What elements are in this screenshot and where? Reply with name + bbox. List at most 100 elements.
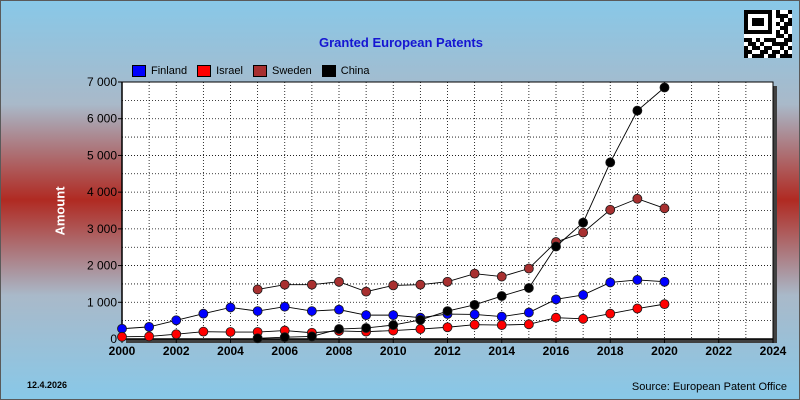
qr-module bbox=[760, 42, 764, 46]
data-point-sweden bbox=[306, 279, 317, 290]
source-note: Source: European Patent Office bbox=[631, 381, 787, 393]
x-tick-label: 2008 bbox=[326, 344, 353, 358]
data-point-finland bbox=[252, 306, 263, 316]
data-point-china bbox=[632, 105, 643, 116]
data-point-sweden bbox=[361, 286, 372, 297]
data-point-israel bbox=[171, 329, 182, 340]
data-point-finland bbox=[198, 308, 209, 319]
y-tick-label: 6 000 bbox=[87, 112, 117, 126]
qr-module bbox=[768, 46, 772, 50]
data-point-sweden bbox=[469, 268, 480, 279]
data-point-finland bbox=[469, 309, 480, 320]
legend: Finland Israel Sweden China bbox=[132, 65, 380, 77]
qr-module bbox=[752, 22, 756, 26]
legend-swatch-israel bbox=[197, 65, 212, 77]
y-tick-label: 4 000 bbox=[87, 185, 117, 199]
qr-module bbox=[780, 34, 784, 38]
data-point-china bbox=[551, 241, 561, 252]
qr-module bbox=[768, 18, 772, 22]
qr-module bbox=[752, 18, 756, 22]
data-point-finland bbox=[306, 306, 317, 316]
qr-module bbox=[748, 50, 752, 54]
data-point-finland bbox=[605, 277, 616, 288]
qr-module bbox=[788, 46, 792, 50]
data-point-israel bbox=[442, 322, 453, 333]
plot-area bbox=[121, 81, 774, 340]
data-point-israel bbox=[225, 327, 236, 337]
qr-module bbox=[776, 42, 780, 46]
data-point-finland bbox=[279, 301, 290, 312]
qr-module bbox=[744, 50, 748, 54]
qr-module bbox=[788, 34, 792, 38]
data-point-israel bbox=[198, 326, 209, 337]
data-point-china bbox=[361, 323, 372, 333]
qr-module bbox=[780, 42, 784, 46]
qr-module bbox=[748, 38, 752, 42]
qr-module bbox=[784, 50, 788, 54]
qr-code-icon bbox=[744, 10, 792, 58]
qr-module bbox=[788, 38, 792, 42]
data-point-sweden bbox=[334, 276, 344, 287]
data-point-finland bbox=[659, 276, 670, 287]
qr-module bbox=[760, 22, 764, 26]
qr-module bbox=[784, 54, 788, 58]
qr-module bbox=[760, 30, 764, 34]
data-point-sweden bbox=[523, 263, 534, 274]
x-tick-label: 2014 bbox=[488, 344, 515, 358]
legend-label-israel: Israel bbox=[216, 65, 243, 77]
legend-item-china: China bbox=[321, 65, 370, 77]
data-point-sweden bbox=[605, 204, 616, 215]
data-point-finland bbox=[144, 321, 155, 332]
qr-module bbox=[780, 14, 784, 18]
data-point-finland bbox=[551, 294, 561, 305]
qr-module bbox=[752, 30, 756, 34]
data-point-sweden bbox=[252, 284, 263, 295]
qr-module bbox=[768, 22, 772, 26]
data-point-sweden bbox=[659, 203, 670, 214]
y-axis-label: Amount bbox=[52, 186, 68, 236]
y-tick-label: 1 000 bbox=[87, 295, 117, 309]
data-point-israel bbox=[632, 303, 643, 314]
qr-module bbox=[744, 22, 748, 26]
data-point-sweden bbox=[578, 227, 589, 238]
qr-module bbox=[744, 38, 748, 42]
data-point-finland bbox=[388, 310, 399, 321]
qr-module bbox=[756, 10, 760, 14]
legend-item-sweden: Sweden bbox=[252, 65, 312, 77]
qr-module bbox=[764, 50, 768, 54]
x-tick-label: 2012 bbox=[434, 344, 461, 358]
data-point-finland bbox=[171, 315, 182, 326]
data-point-finland bbox=[496, 311, 507, 322]
qr-module bbox=[772, 50, 776, 54]
qr-module bbox=[772, 42, 776, 46]
data-point-china bbox=[469, 299, 480, 310]
qr-module bbox=[756, 22, 760, 26]
x-tick-label: 2022 bbox=[705, 344, 732, 358]
qr-module bbox=[756, 30, 760, 34]
qr-module bbox=[776, 50, 780, 54]
y-tick-label: 0 bbox=[110, 332, 117, 346]
legend-label-china: China bbox=[340, 65, 370, 77]
data-point-china bbox=[659, 82, 670, 93]
qr-module bbox=[768, 54, 772, 58]
qr-module bbox=[744, 26, 748, 30]
data-point-finland bbox=[632, 274, 643, 285]
qr-module bbox=[764, 46, 768, 50]
data-point-israel bbox=[117, 331, 127, 342]
data-point-china bbox=[252, 333, 263, 344]
legend-swatch-finland bbox=[132, 65, 146, 77]
legend-label-finland: Finland bbox=[151, 65, 188, 77]
qr-module bbox=[760, 50, 764, 54]
qr-module bbox=[780, 26, 784, 30]
data-point-sweden bbox=[388, 280, 399, 291]
data-point-china bbox=[279, 332, 290, 343]
x-tick-label: 2006 bbox=[271, 344, 298, 358]
qr-module bbox=[776, 34, 780, 38]
qr-module bbox=[768, 38, 772, 42]
qr-module bbox=[788, 10, 792, 14]
qr-module bbox=[744, 46, 748, 50]
data-point-china bbox=[605, 157, 616, 168]
y-tick-label: 5 000 bbox=[87, 148, 117, 162]
data-point-israel bbox=[605, 308, 616, 319]
